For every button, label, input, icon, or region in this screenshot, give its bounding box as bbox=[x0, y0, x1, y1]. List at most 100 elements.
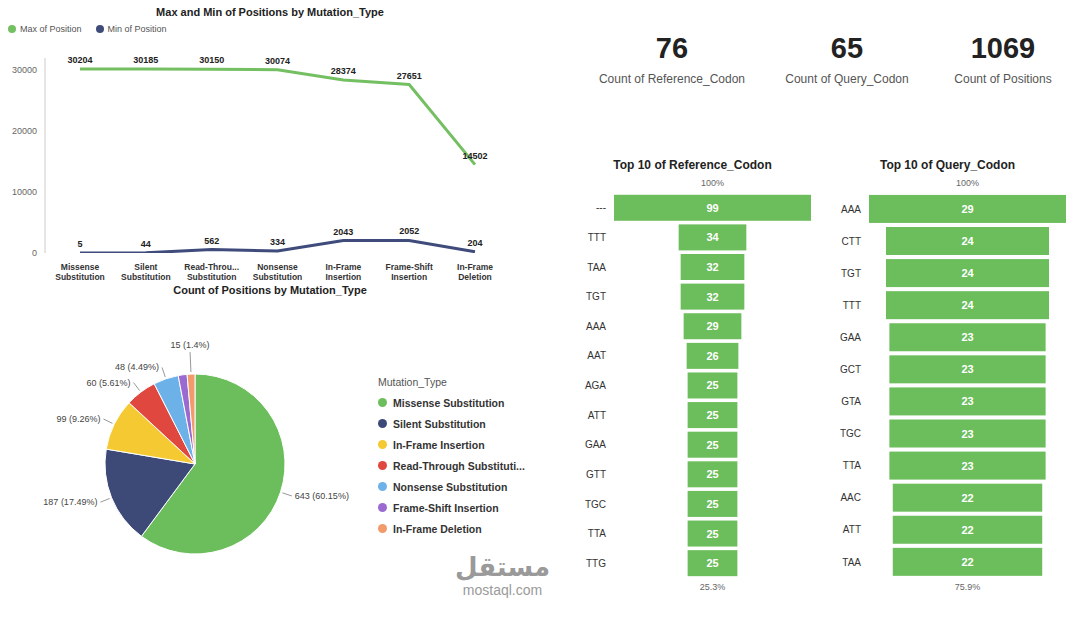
svg-text:TTT: TTT bbox=[843, 300, 861, 311]
html-text:mostaql.com: mostaql.com bbox=[462, 582, 543, 598]
svg-text:In-FrameInsertion: In-FrameInsertion bbox=[325, 262, 361, 282]
svg-text:562: 562 bbox=[204, 236, 219, 246]
svg-text:60 (5.61%): 60 (5.61%) bbox=[87, 378, 131, 388]
html-text:1069: 1069 bbox=[970, 32, 1036, 64]
svg-text:AAA: AAA bbox=[586, 321, 606, 332]
svg-text:14502: 14502 bbox=[462, 151, 487, 161]
svg-text:334: 334 bbox=[270, 237, 285, 247]
svg-text:25: 25 bbox=[706, 379, 718, 391]
svg-text:25: 25 bbox=[706, 557, 718, 569]
svg-text:187 (17.49%): 187 (17.49%) bbox=[43, 497, 97, 507]
svg-text:25: 25 bbox=[706, 409, 718, 421]
svg-text:48 (4.49%): 48 (4.49%) bbox=[115, 362, 159, 372]
svg-text:24: 24 bbox=[961, 267, 974, 279]
svg-text:TTG: TTG bbox=[586, 558, 606, 569]
html-text:Top 10 of Reference_Codon: Top 10 of Reference_Codon bbox=[613, 158, 772, 172]
svg-text:2052: 2052 bbox=[399, 226, 419, 236]
svg-text:GAA: GAA bbox=[840, 332, 861, 343]
html-text:Missense Substitution: Missense Substitution bbox=[393, 396, 505, 409]
svg-text:5: 5 bbox=[77, 239, 82, 249]
svg-text:27651: 27651 bbox=[397, 71, 422, 81]
html-text:In-Frame Deletion: In-Frame Deletion bbox=[393, 522, 482, 535]
html-text:Count of Reference_Codon: Count of Reference_Codon bbox=[598, 72, 745, 86]
svg-text:AGA: AGA bbox=[585, 380, 606, 391]
svg-text:204: 204 bbox=[467, 238, 482, 248]
html-text:Count of Query_Codon: Count of Query_Codon bbox=[785, 72, 909, 86]
svg-text:---: --- bbox=[596, 202, 606, 213]
svg-text:29: 29 bbox=[706, 320, 718, 332]
svg-text:23: 23 bbox=[961, 395, 973, 407]
svg-text:99 (9.26%): 99 (9.26%) bbox=[56, 414, 100, 424]
html-text:In-Frame Insertion: In-Frame Insertion bbox=[393, 438, 485, 451]
svg-text:TAA: TAA bbox=[587, 262, 606, 273]
svg-text:23: 23 bbox=[961, 331, 973, 343]
svg-text:99: 99 bbox=[706, 202, 718, 214]
svg-text:30185: 30185 bbox=[133, 55, 158, 65]
svg-text:15 (1.4%): 15 (1.4%) bbox=[171, 340, 210, 350]
svg-text:30074: 30074 bbox=[265, 56, 290, 66]
svg-text:Frame-ShiftInsertion: Frame-ShiftInsertion bbox=[386, 262, 433, 282]
svg-text:2043: 2043 bbox=[333, 227, 353, 237]
svg-text:23: 23 bbox=[961, 363, 973, 375]
svg-text:24: 24 bbox=[961, 235, 974, 247]
svg-text:AAC: AAC bbox=[840, 492, 861, 503]
svg-text:AAA: AAA bbox=[841, 204, 861, 215]
svg-text:28374: 28374 bbox=[331, 66, 356, 76]
html-text:65: 65 bbox=[830, 32, 864, 64]
svg-text:NonsenseSubstitution: NonsenseSubstitution bbox=[253, 262, 303, 282]
svg-text:MissenseSubstitution: MissenseSubstitution bbox=[55, 262, 105, 282]
svg-text:30150: 30150 bbox=[199, 55, 224, 65]
svg-text:TGC: TGC bbox=[840, 428, 861, 439]
svg-text:TTT: TTT bbox=[588, 232, 606, 243]
svg-text:34: 34 bbox=[706, 231, 719, 243]
svg-text:GTA: GTA bbox=[841, 396, 861, 407]
svg-text:24: 24 bbox=[961, 299, 974, 311]
html-text:76: 76 bbox=[655, 32, 689, 64]
svg-text:23: 23 bbox=[961, 428, 973, 440]
svg-text:TTA: TTA bbox=[588, 528, 606, 539]
svg-text:29: 29 bbox=[961, 203, 973, 215]
svg-text:22: 22 bbox=[961, 524, 973, 536]
html-text:Silent Substitution: Silent Substitution bbox=[393, 417, 486, 430]
svg-text:30204: 30204 bbox=[67, 55, 92, 65]
svg-text:CTT: CTT bbox=[842, 236, 861, 247]
svg-text:22: 22 bbox=[961, 556, 973, 568]
html-text:Read-Through Substituti...: Read-Through Substituti... bbox=[393, 459, 525, 472]
svg-text:SilentSubstitution: SilentSubstitution bbox=[121, 262, 171, 282]
html-text:Top 10 of Query_Codon: Top 10 of Query_Codon bbox=[879, 158, 1016, 172]
svg-text:23: 23 bbox=[961, 460, 973, 472]
svg-text:22: 22 bbox=[961, 492, 973, 504]
svg-text:TAA: TAA bbox=[842, 557, 861, 568]
svg-text:20000: 20000 bbox=[12, 126, 37, 136]
svg-text:TTA: TTA bbox=[843, 460, 861, 471]
svg-text:GCT: GCT bbox=[840, 364, 861, 375]
svg-text:ATT: ATT bbox=[588, 410, 606, 421]
svg-text:26: 26 bbox=[706, 350, 718, 362]
svg-text:TGC: TGC bbox=[585, 499, 606, 510]
svg-text:0: 0 bbox=[32, 248, 37, 258]
svg-text:32: 32 bbox=[706, 291, 718, 303]
svg-text:32: 32 bbox=[706, 261, 718, 273]
html-text:Frame-Shift Insertion: Frame-Shift Insertion bbox=[393, 501, 499, 514]
svg-text:TGT: TGT bbox=[841, 268, 861, 279]
svg-text:AAT: AAT bbox=[587, 350, 606, 361]
svg-text:25: 25 bbox=[706, 439, 718, 451]
svg-text:TGT: TGT bbox=[586, 291, 606, 302]
svg-text:In-FrameDeletion: In-FrameDeletion bbox=[457, 262, 493, 282]
svg-text:Read-Throu...Substitution: Read-Throu...Substitution bbox=[184, 262, 239, 282]
svg-text:25: 25 bbox=[706, 468, 718, 480]
svg-text:GTT: GTT bbox=[586, 469, 606, 480]
svg-text:10000: 10000 bbox=[12, 187, 37, 197]
svg-text:643 (60.15%): 643 (60.15%) bbox=[295, 491, 349, 501]
html-text:Max and Min of Positions by Mu: Max and Min of Positions by Mutation_Typ… bbox=[156, 6, 384, 18]
svg-text:44: 44 bbox=[141, 239, 151, 249]
html-text:مستقل: مستقل bbox=[455, 552, 550, 582]
html-text:Nonsense Substitution: Nonsense Substitution bbox=[393, 480, 508, 493]
svg-text:ATT: ATT bbox=[843, 524, 861, 535]
svg-text:25: 25 bbox=[706, 528, 718, 540]
svg-text:GAA: GAA bbox=[585, 439, 606, 450]
svg-text:25: 25 bbox=[706, 498, 718, 510]
html-text:Count of Positions: Count of Positions bbox=[954, 72, 1052, 86]
html-text:Count of Positions by Mutation: Count of Positions by Mutation_Type bbox=[173, 284, 367, 296]
svg-text:30000: 30000 bbox=[12, 65, 37, 75]
